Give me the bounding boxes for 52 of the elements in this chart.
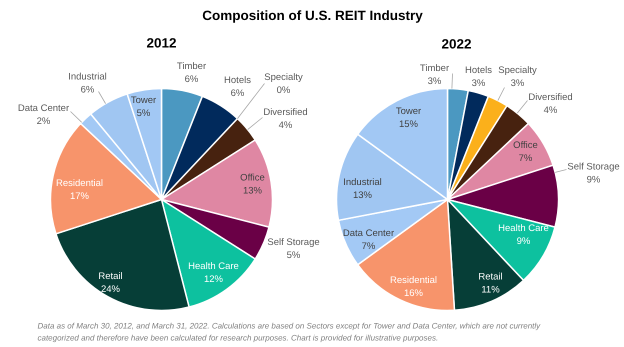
data-label: 5% [286,250,301,261]
slice-label: Timber [420,63,450,74]
text: 0% [276,84,290,96]
slice-label: Industrial [68,72,107,83]
data-label: 2% [36,116,51,127]
slice-label: Hotels [224,75,252,86]
slice-label: Office [513,140,538,152]
data-label: 17% [70,190,90,202]
data-label: 24% [100,284,121,295]
slice-label: Timber [176,61,206,72]
slice-label: Health Care [188,261,239,272]
data-label: 11% [481,284,500,296]
slice-label: Health Care [498,223,549,234]
data-label: 15% [398,118,419,130]
data-label: 5% [136,108,151,119]
text: Data as of March 30, 2012, and March 31, 2022. Calculations are based on Sectors except for Tower and Data Center, which are not currently categorized and therefore have been calculated for research purposes. Chart is provided for illustrative purposes. [38,322,542,343]
category-label: Specialty [264,72,303,84]
slice-label: Data Center [18,103,70,114]
slice-label: Self Storage [567,162,620,173]
slice-label: Industrial [343,177,382,188]
slice-label: Retail [478,272,503,283]
data-label: 16% [404,288,424,299]
data-label: 6% [80,84,95,96]
data-label: 3% [472,78,486,89]
chart-title: 2022 [441,36,472,52]
slice-label: Diversified [263,107,308,118]
data-label: 6% [230,88,245,99]
data-label: 9% [516,236,531,247]
text: Composition of U.S. REIT Industry [202,8,424,23]
data-label: 12% [204,274,224,285]
slice-label: Data Center [342,228,394,240]
data-label: 4% [278,120,293,131]
data-label: 3% [510,78,525,89]
slice-label: Retail [98,271,123,282]
chart-title: 2012 [146,36,177,50]
data-label: 6% [184,74,199,85]
slice-label: Self Storage [267,237,320,248]
slice-label: Specialty [498,65,538,76]
data-label: 13% [242,185,263,196]
data-label: 13% [352,190,373,201]
slice-label: Hotels [465,65,492,76]
slice-label: Diversified [528,92,573,104]
slice-label: Tower [396,106,422,118]
slice-label: Office [240,172,265,184]
data-label: 9% [586,174,601,186]
slice-label: Residential [56,178,103,190]
data-label: 4% [544,104,558,116]
data-label: 7% [518,152,533,164]
data-label: 3% [428,76,442,87]
data-label: 7% [362,240,376,252]
slice-label: Residential [390,275,437,286]
slice-label: Tower [130,95,156,106]
